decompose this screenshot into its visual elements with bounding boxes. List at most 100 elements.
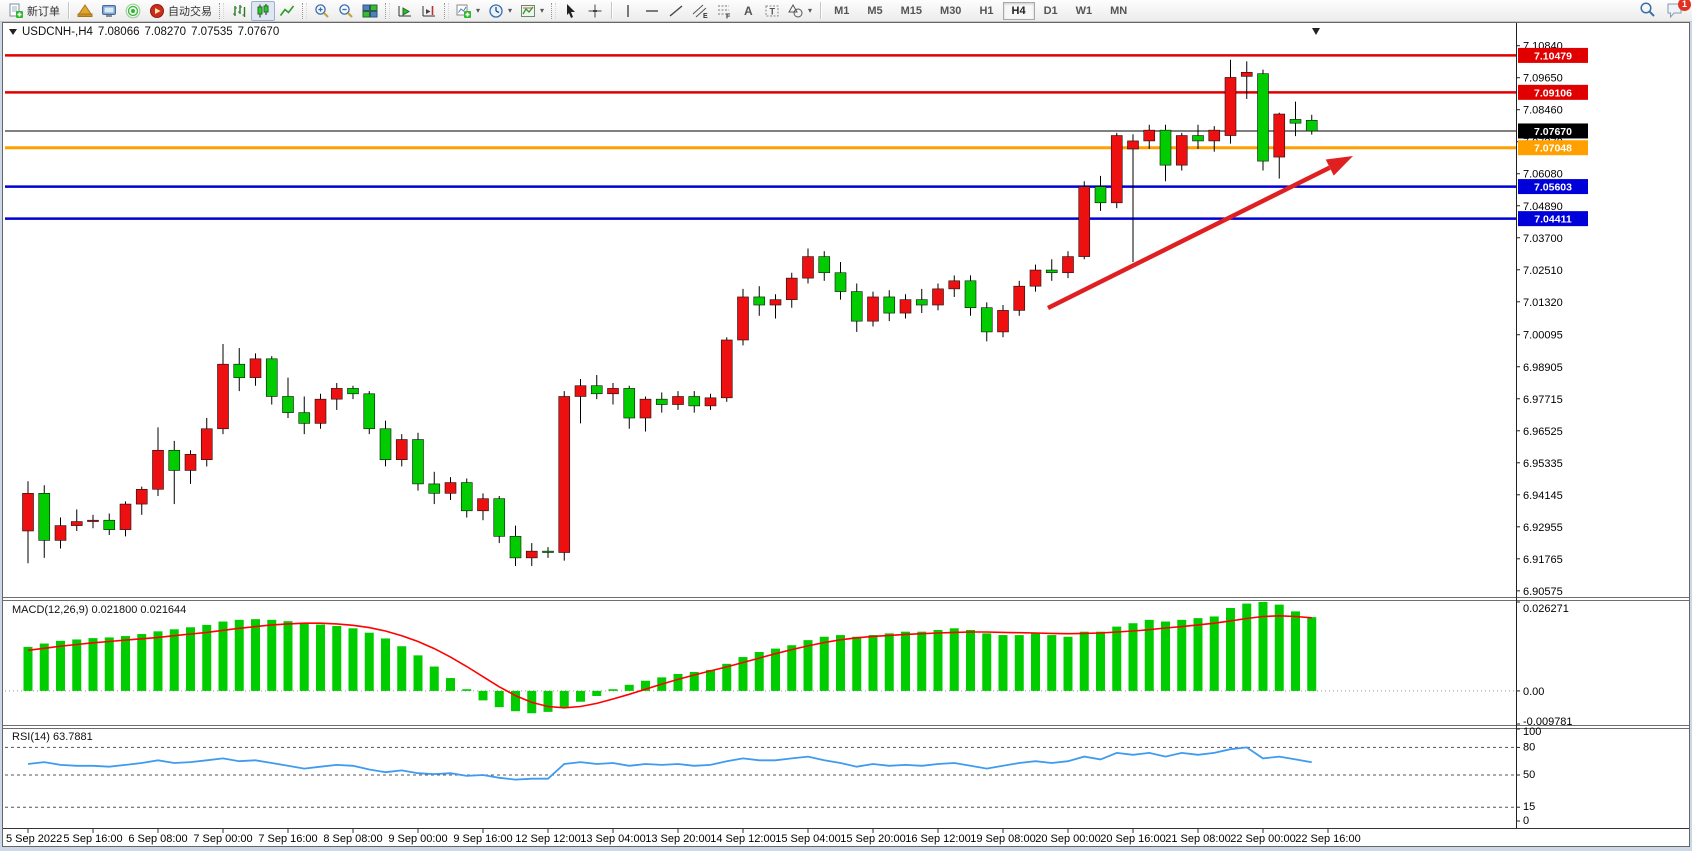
text-button[interactable]: A xyxy=(736,1,760,21)
svg-text:22 Sep 00:00: 22 Sep 00:00 xyxy=(1230,833,1295,845)
svg-text:A: A xyxy=(744,4,753,18)
indicators-add-icon xyxy=(456,3,472,19)
timeframe-h1[interactable]: H1 xyxy=(979,4,994,17)
cursor-button[interactable] xyxy=(559,1,583,21)
chart-shift-button[interactable] xyxy=(417,1,441,21)
text-icon: A xyxy=(740,3,756,19)
templates-button[interactable]: ▾ xyxy=(516,1,548,21)
chart-title: USDCNH-,H4 7.08066 7.08270 7.07535 7.076… xyxy=(9,26,279,38)
search-button[interactable] xyxy=(1639,1,1656,21)
timeframe-d1[interactable]: D1 xyxy=(1043,4,1058,17)
svg-text:9 Sep 16:00: 9 Sep 16:00 xyxy=(453,833,512,845)
signals-button[interactable] xyxy=(121,1,145,21)
hosting-monitor-icon xyxy=(101,3,117,19)
crosshair-icon xyxy=(587,3,603,19)
svg-text:15 Sep 20:00: 15 Sep 20:00 xyxy=(840,833,905,845)
equidistant-channel-button[interactable]: E xyxy=(688,1,712,21)
svg-text:6.98905: 6.98905 xyxy=(1523,362,1563,374)
ohlc-open: 7.08066 xyxy=(97,26,140,38)
svg-text:16 Sep 12:00: 16 Sep 12:00 xyxy=(905,833,970,845)
svg-text:15: 15 xyxy=(1523,801,1535,813)
autoscroll-button[interactable] xyxy=(393,1,417,21)
bar-chart-button[interactable] xyxy=(227,1,251,21)
timeframe-h4[interactable]: H4 xyxy=(1002,1,1035,20)
zoom-out-button[interactable] xyxy=(334,1,358,21)
autotrading-button[interactable]: 自动交易 xyxy=(145,1,216,21)
svg-text:0.00: 0.00 xyxy=(1523,686,1544,698)
ohlc-high: 7.08270 xyxy=(144,26,187,38)
chart-window[interactable]: USDCNH-,H4 7.08066 7.08270 7.07535 7.076… xyxy=(2,22,1690,847)
trendline-button[interactable] xyxy=(664,1,688,21)
svg-text:6.91765: 6.91765 xyxy=(1523,554,1563,566)
svg-text:6.92955: 6.92955 xyxy=(1523,522,1563,534)
svg-text:13 Sep 20:00: 13 Sep 20:00 xyxy=(645,833,710,845)
svg-text:F: F xyxy=(726,13,731,19)
svg-text:7.05603: 7.05603 xyxy=(1534,182,1572,194)
svg-text:7.00095: 7.00095 xyxy=(1523,330,1563,342)
svg-text:5 Sep 2022: 5 Sep 2022 xyxy=(6,833,62,845)
timeframe-m5[interactable]: M5 xyxy=(867,4,883,17)
new-order-button[interactable]: 新订单 xyxy=(4,1,64,21)
timeframe-m30[interactable]: M30 xyxy=(940,4,962,17)
indicators-dropdown-icon[interactable]: ▾ xyxy=(476,6,481,15)
tile-windows-button[interactable] xyxy=(358,1,382,21)
tile-windows-icon xyxy=(362,3,378,19)
timeframe-w1[interactable]: W1 xyxy=(1075,4,1093,17)
notification-badge: 1 xyxy=(1678,0,1691,11)
macd-indicator-label: MACD(12,26,9) 0.021800 0.021644 xyxy=(12,604,187,616)
ohlc-low: 7.07535 xyxy=(191,26,233,38)
main-toolbar: 新订单 自动交易 xyxy=(0,0,1692,22)
notifications-button[interactable]: 1 xyxy=(1666,0,1691,21)
timeframe-m1[interactable]: M1 xyxy=(834,4,850,17)
new-order-icon xyxy=(8,3,24,19)
svg-text:14 Sep 12:00: 14 Sep 12:00 xyxy=(710,833,775,845)
shapes-dropdown-icon[interactable]: ▾ xyxy=(808,6,813,15)
horizontal-line-icon xyxy=(644,3,660,19)
cursor-icon xyxy=(563,3,579,19)
svg-text:6.96525: 6.96525 xyxy=(1523,426,1563,438)
svg-text:-0.009781: -0.009781 xyxy=(1523,716,1573,728)
indicators-button[interactable]: ▾ xyxy=(452,1,484,21)
fibonacci-icon: F xyxy=(716,3,732,19)
line-chart-button[interactable] xyxy=(275,1,299,21)
svg-text:7.07048: 7.07048 xyxy=(1534,143,1572,155)
timeframe-mn[interactable]: MN xyxy=(1110,4,1128,17)
shapes-button[interactable]: ▾ xyxy=(784,1,816,21)
template-icon xyxy=(520,3,536,19)
templates-dropdown-icon[interactable]: ▾ xyxy=(540,6,545,15)
svg-text:50: 50 xyxy=(1523,769,1535,781)
virtual-hosting-button[interactable] xyxy=(97,1,121,21)
svg-text:6.90575: 6.90575 xyxy=(1523,586,1563,598)
zoom-in-button[interactable] xyxy=(310,1,334,21)
symbol-dropdown-icon[interactable] xyxy=(9,29,17,35)
zoom-in-icon xyxy=(314,3,330,19)
candlestick-chart-button[interactable] xyxy=(251,0,275,21)
svg-text:E: E xyxy=(703,13,708,19)
crosshair-button[interactable] xyxy=(583,1,607,21)
trendline-icon xyxy=(668,3,684,19)
periods-dropdown-icon[interactable]: ▾ xyxy=(508,6,513,15)
ohlc-close: 7.07670 xyxy=(237,26,280,38)
svg-text:7.09106: 7.09106 xyxy=(1534,87,1572,99)
gold-hat-icon xyxy=(77,3,93,19)
fibonacci-button[interactable]: F xyxy=(712,1,736,21)
svg-text:13 Sep 04:00: 13 Sep 04:00 xyxy=(580,833,645,845)
chart-canvas[interactable]: 7.108407.096507.084607.072707.060807.048… xyxy=(3,23,1689,846)
publisher-button[interactable] xyxy=(73,1,97,21)
periods-button[interactable]: ▾ xyxy=(484,1,516,21)
vertical-line-button[interactable] xyxy=(616,1,640,21)
svg-text:8 Sep 08:00: 8 Sep 08:00 xyxy=(323,833,382,845)
timeframe-m15[interactable]: M15 xyxy=(900,4,923,17)
svg-text:20 Sep 16:00: 20 Sep 16:00 xyxy=(1100,833,1165,845)
rsi-indicator-label: RSI(14) 63.7881 xyxy=(12,731,93,743)
text-label-button[interactable]: T xyxy=(760,1,784,21)
svg-text:7.09650: 7.09650 xyxy=(1523,73,1563,85)
horizontal-line-button[interactable] xyxy=(640,1,664,21)
zoom-out-icon xyxy=(338,3,354,19)
svg-text:6.94145: 6.94145 xyxy=(1523,490,1563,502)
new-order-label: 新订单 xyxy=(27,5,60,18)
svg-text:6.97715: 6.97715 xyxy=(1523,394,1563,406)
svg-text:0.026271: 0.026271 xyxy=(1523,603,1569,615)
channel-icon: E xyxy=(692,3,708,19)
svg-text:7.04411: 7.04411 xyxy=(1534,214,1572,226)
